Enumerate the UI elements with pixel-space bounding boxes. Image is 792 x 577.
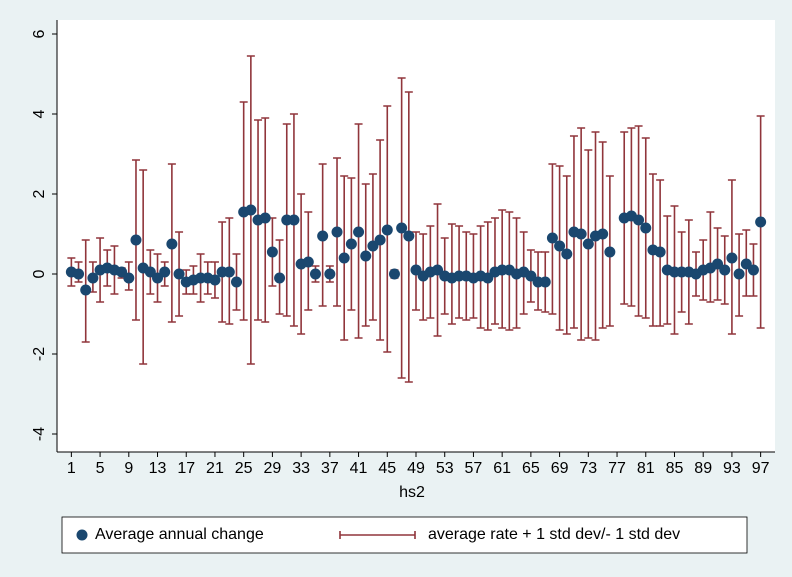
x-tick-label: 89 [694, 460, 712, 477]
y-tick-label: -2 [31, 347, 48, 361]
y-tick-label: 6 [31, 29, 48, 38]
x-tick-label: 29 [264, 460, 282, 477]
x-tick-label: 73 [579, 460, 597, 477]
x-tick-label: 45 [378, 460, 396, 477]
x-tick-label: 57 [465, 460, 483, 477]
marker [338, 252, 350, 264]
marker [166, 238, 178, 250]
marker [539, 276, 551, 288]
marker [87, 272, 99, 284]
marker [80, 284, 92, 296]
x-tick-label: 77 [608, 460, 626, 477]
legend-label: average rate + 1 std dev/- 1 std dev [428, 526, 680, 543]
x-tick-label: 81 [637, 460, 655, 477]
marker [633, 214, 645, 226]
marker [324, 268, 336, 280]
marker [173, 268, 185, 280]
marker [309, 268, 321, 280]
marker [302, 256, 314, 268]
x-tick-label: 9 [124, 460, 133, 477]
marker [231, 276, 242, 288]
x-tick-label: 65 [522, 460, 540, 477]
marker [597, 228, 609, 240]
x-tick-label: 97 [752, 460, 770, 477]
x-tick-label: 49 [407, 460, 425, 477]
marker [374, 234, 386, 246]
marker [223, 266, 235, 278]
y-tick-label: -4 [31, 427, 48, 441]
marker [733, 268, 745, 280]
marker [266, 246, 278, 258]
marker [654, 246, 666, 258]
marker [388, 268, 400, 280]
marker [360, 250, 372, 262]
x-tick-label: 85 [666, 460, 684, 477]
x-tick-label: 61 [493, 460, 511, 477]
marker [582, 238, 594, 250]
legend [61, 516, 748, 554]
marker [288, 214, 300, 226]
y-tick-label: 0 [31, 269, 48, 278]
x-tick-label: 33 [292, 460, 310, 477]
marker [317, 230, 329, 242]
marker [561, 248, 573, 260]
marker [604, 246, 616, 258]
marker [575, 228, 587, 240]
marker [554, 240, 566, 252]
x-tick-label: 93 [723, 460, 741, 477]
marker [403, 230, 415, 242]
marker [73, 268, 85, 280]
marker [331, 226, 343, 238]
marker [130, 234, 142, 246]
marker [546, 232, 558, 244]
x-tick-label: 53 [436, 460, 454, 477]
x-tick-label: 17 [177, 460, 195, 477]
marker [209, 274, 221, 286]
marker [159, 266, 171, 278]
marker [719, 264, 731, 276]
x-tick-label: 41 [350, 460, 368, 477]
x-tick-label: 21 [206, 460, 224, 477]
y-tick-label: 4 [31, 109, 48, 118]
marker [245, 204, 257, 216]
marker [345, 238, 357, 250]
legend-errorbar [339, 531, 416, 539]
marker [259, 212, 271, 224]
marker [396, 222, 408, 234]
marker [755, 216, 767, 228]
marker [747, 264, 759, 276]
y-tick-label: 2 [31, 189, 48, 198]
x-tick-label: 1 [67, 460, 76, 477]
marker [640, 222, 652, 234]
marker [381, 224, 393, 236]
x-tick-label: 25 [235, 460, 253, 477]
x-tick-label: 37 [321, 460, 339, 477]
x-tick-label: 5 [96, 460, 105, 477]
error-bar [706, 211, 715, 303]
marker [274, 272, 286, 284]
marker [353, 226, 365, 238]
marker [123, 272, 135, 284]
marker [726, 252, 738, 264]
x-tick-label: 13 [149, 460, 167, 477]
legend-marker [76, 529, 88, 541]
legend-label: Average annual change [95, 526, 264, 543]
x-axis-title: hs2 [399, 484, 425, 501]
x-tick-label: 69 [551, 460, 569, 477]
